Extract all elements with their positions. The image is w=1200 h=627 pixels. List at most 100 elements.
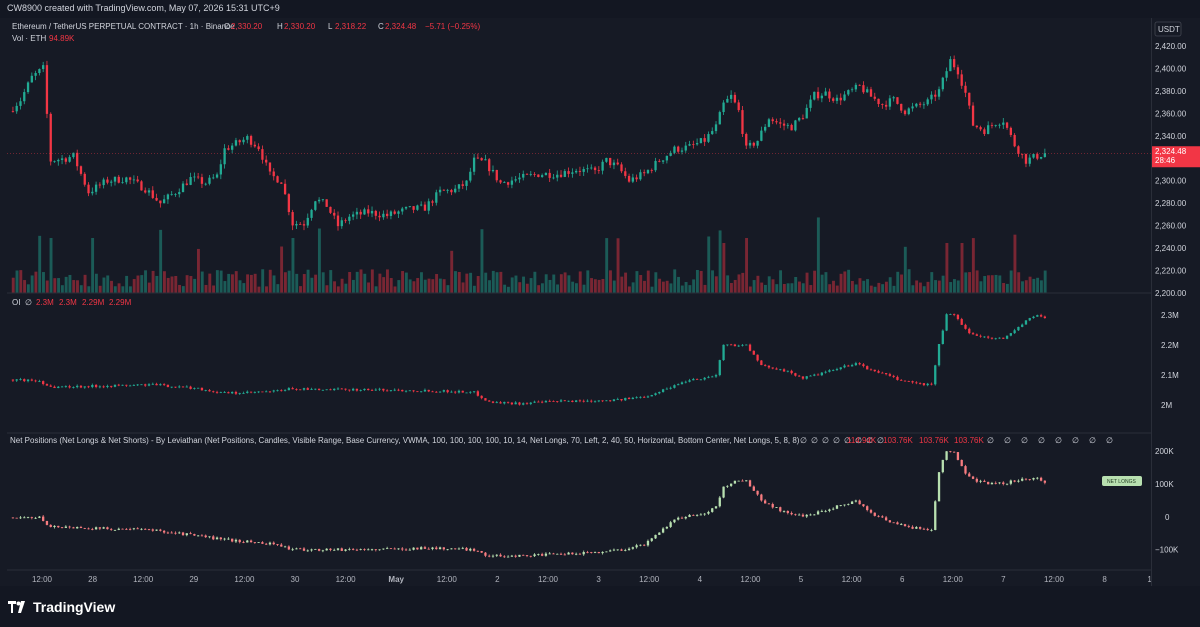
candle: [688, 514, 691, 517]
candle: [42, 65, 45, 70]
candle: [930, 383, 933, 385]
candle: [72, 527, 75, 529]
candle: [540, 554, 544, 556]
candle: [559, 553, 563, 555]
candle: [677, 146, 680, 152]
chart-svg[interactable]: Ethereum / TetherUS PERPETUAL CONTRACT ·…: [7, 18, 1151, 586]
volume-bar: [650, 286, 654, 293]
candle: [877, 98, 880, 105]
visibility-icon[interactable]: ∅: [800, 436, 807, 445]
price-tick: 2,420.00: [1155, 42, 1187, 51]
volume-bar: [204, 284, 208, 293]
candle: [926, 529, 929, 531]
volume-bar: [265, 286, 268, 293]
candle: [612, 549, 616, 551]
candle: [310, 549, 313, 551]
candle: [34, 380, 37, 382]
candle: [688, 380, 691, 382]
volume-bar: [661, 281, 665, 293]
visibility-icon[interactable]: ∅: [866, 436, 873, 445]
candle: [484, 552, 487, 556]
visibility-icon[interactable]: ∅: [822, 436, 829, 445]
volume-bar: [953, 279, 956, 293]
candle: [472, 391, 476, 393]
visibility-icon[interactable]: ∅: [1106, 436, 1113, 445]
candle: [208, 536, 211, 538]
visibility-icon[interactable]: ∅: [1038, 436, 1045, 445]
candle: [862, 364, 865, 367]
candle: [389, 390, 393, 391]
candle: [408, 206, 411, 207]
candle: [571, 552, 574, 555]
candle: [416, 205, 419, 210]
candle: [1028, 478, 1031, 480]
candle: [692, 514, 695, 516]
candle: [389, 548, 393, 550]
visibility-icon[interactable]: ∅: [877, 436, 884, 445]
currency-box: [1154, 21, 1182, 37]
candle: [578, 400, 582, 402]
candle: [1028, 157, 1031, 164]
visibility-icon[interactable]: ∅: [1004, 436, 1011, 445]
candle: [650, 170, 653, 171]
candle: [714, 506, 718, 509]
volume-bar: [336, 286, 340, 293]
candle: [556, 174, 559, 178]
candle: [302, 224, 306, 226]
candle: [892, 522, 895, 524]
candle: [72, 387, 75, 388]
candle: [136, 384, 139, 386]
volume-bar: [189, 276, 193, 293]
volume-bar: [994, 274, 998, 293]
visibility-icon[interactable]: ∅: [1089, 436, 1096, 445]
candle: [30, 75, 33, 83]
candle: [72, 152, 75, 158]
visibility-icon[interactable]: ∅: [987, 436, 994, 445]
visibility-icon[interactable]: ∅: [844, 436, 851, 445]
x-tick-label: 12:00: [842, 575, 863, 584]
candle: [548, 172, 551, 178]
volume-bar: [726, 275, 730, 293]
volume-bar: [654, 272, 658, 293]
countdown: 28:46: [1155, 156, 1176, 165]
candle: [68, 157, 71, 162]
candle: [760, 360, 763, 366]
candle: [1024, 478, 1028, 480]
volume-bar: [125, 275, 129, 293]
visibility-icon[interactable]: ∅: [25, 298, 32, 307]
candle: [741, 110, 744, 134]
candle: [824, 371, 827, 373]
oi-value-close: 2.29M: [109, 298, 132, 307]
candle: [23, 517, 26, 519]
candle: [306, 217, 309, 226]
volume-bar: [643, 280, 646, 293]
candle: [276, 176, 279, 183]
volume-bar: [639, 275, 643, 293]
visibility-icon[interactable]: ∅: [1055, 436, 1062, 445]
candle: [427, 548, 430, 550]
candle: [166, 532, 170, 534]
visibility-icon[interactable]: ∅: [855, 436, 862, 445]
volume-bar: [408, 279, 412, 293]
candle: [506, 401, 510, 403]
candle: [68, 386, 71, 388]
volume-bar: [404, 272, 408, 293]
visibility-icon[interactable]: ∅: [1021, 436, 1028, 445]
candle: [737, 345, 740, 347]
candle: [333, 212, 336, 216]
candle: [1024, 320, 1028, 325]
candle: [465, 180, 468, 186]
visibility-icon[interactable]: ∅: [811, 436, 818, 445]
visibility-icon[interactable]: ∅: [1072, 436, 1079, 445]
candle: [650, 394, 653, 397]
candle: [491, 555, 495, 557]
candle: [389, 211, 393, 216]
net-longs-label: NET LONGS: [1107, 479, 1136, 485]
candle: [189, 533, 192, 535]
visibility-icon[interactable]: ∅: [833, 436, 840, 445]
candle: [242, 542, 245, 543]
candle: [888, 374, 892, 376]
chart-area[interactable]: Ethereum / TetherUS PERPETUAL CONTRACT ·…: [7, 18, 1151, 586]
tradingview-logo[interactable]: TradingView: [8, 599, 115, 615]
price-axis[interactable]: USDT 2,420.00 2,400.00 2,380.00 2,360.00 2,34…: [1151, 18, 1200, 586]
